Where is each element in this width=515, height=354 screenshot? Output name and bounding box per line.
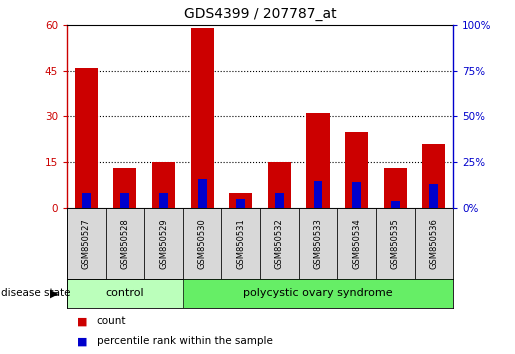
Text: ■: ■	[77, 336, 88, 346]
Bar	[391, 201, 400, 208]
Bar	[75, 68, 98, 208]
Text: GSM850532: GSM850532	[275, 218, 284, 269]
Bar	[82, 194, 91, 208]
Bar	[260, 208, 299, 279]
Text: count: count	[97, 316, 126, 326]
Bar	[152, 162, 175, 208]
Bar	[314, 181, 322, 208]
Text: polycystic ovary syndrome: polycystic ovary syndrome	[243, 289, 393, 298]
Bar	[113, 169, 136, 208]
Bar	[306, 113, 330, 208]
Bar	[430, 184, 438, 208]
Text: ■: ■	[77, 317, 88, 327]
Text: ▶: ▶	[50, 289, 58, 298]
Bar	[415, 208, 453, 279]
Bar	[236, 199, 245, 208]
Text: GSM850527: GSM850527	[82, 218, 91, 269]
Bar	[191, 28, 214, 208]
Bar	[352, 182, 361, 208]
Bar	[121, 194, 129, 208]
Bar	[106, 208, 144, 279]
Text: GSM850530: GSM850530	[198, 218, 207, 269]
Text: GSM850536: GSM850536	[430, 218, 438, 269]
Bar	[422, 144, 445, 208]
Text: GSM850533: GSM850533	[314, 218, 322, 269]
Text: GSM850529: GSM850529	[159, 218, 168, 269]
Bar	[384, 169, 407, 208]
Bar	[376, 208, 415, 279]
Bar	[67, 279, 183, 308]
Bar	[159, 194, 168, 208]
Text: control: control	[106, 289, 144, 298]
Bar	[183, 208, 221, 279]
Text: GSM850534: GSM850534	[352, 218, 361, 269]
Bar	[67, 208, 106, 279]
Text: GSM850528: GSM850528	[121, 218, 129, 269]
Title: GDS4399 / 207787_at: GDS4399 / 207787_at	[184, 7, 336, 21]
Bar	[299, 208, 337, 279]
Bar	[144, 208, 183, 279]
Text: GSM850531: GSM850531	[236, 218, 245, 269]
Bar	[268, 162, 291, 208]
Text: GSM850535: GSM850535	[391, 218, 400, 269]
Bar	[221, 208, 260, 279]
Bar	[275, 194, 284, 208]
Text: disease state: disease state	[1, 289, 70, 298]
Bar	[198, 179, 207, 208]
Bar	[337, 208, 376, 279]
Bar	[229, 193, 252, 208]
Text: percentile rank within the sample: percentile rank within the sample	[97, 336, 273, 346]
Bar	[345, 132, 368, 208]
